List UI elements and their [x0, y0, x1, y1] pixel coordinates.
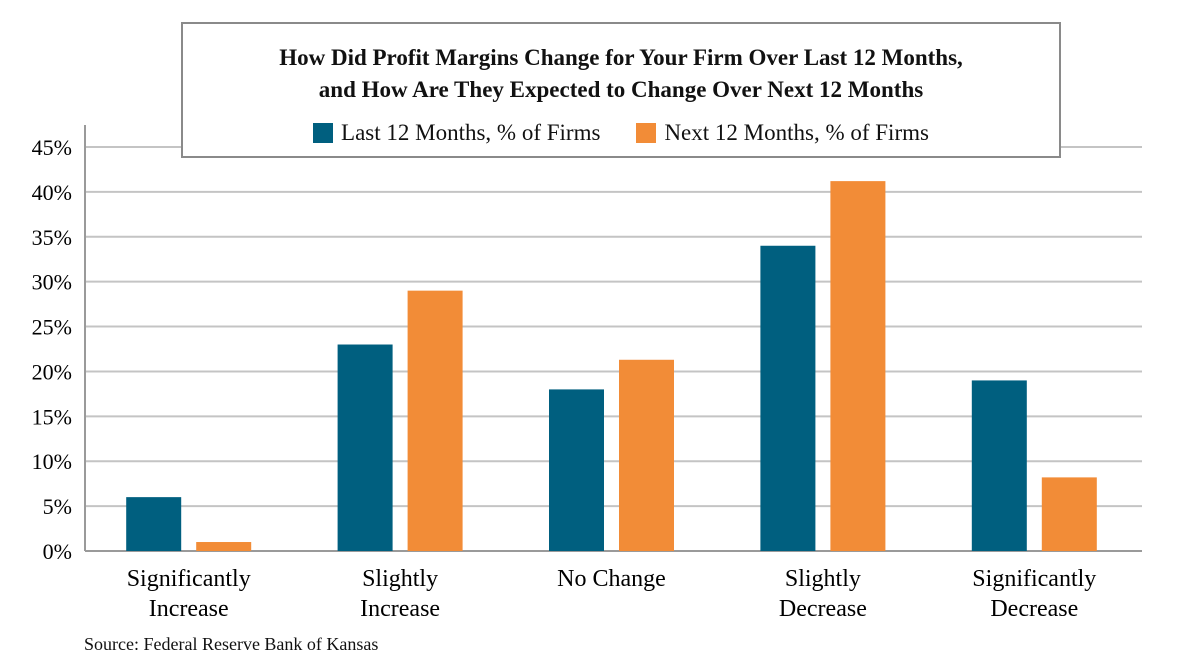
x-tick-label: Significantly [127, 566, 251, 592]
y-tick-label: 15% [32, 404, 72, 429]
x-tick-label: Slightly [785, 566, 861, 592]
y-tick-label: 20% [32, 359, 72, 384]
legend: Last 12 Months, % of Firms Next 12 Month… [183, 118, 1059, 148]
y-tick-label: 45% [32, 135, 72, 160]
legend-swatch-last-12-months [313, 123, 334, 143]
x-tick-label: Decrease [779, 596, 867, 622]
y-tick-label: 40% [32, 180, 72, 205]
bars [126, 181, 1097, 552]
y-tick-label: 10% [32, 449, 72, 474]
legend-label-last-12-months: Last 12 Months, % of Firms [341, 120, 601, 145]
chart-subtitle: and How Are They Expected to Change Over… [318, 77, 924, 102]
y-tick-label: 35% [32, 225, 72, 250]
x-tick-label: Slightly [362, 566, 438, 592]
chart-title-box: How Did Profit Margins Change for Your F… [181, 22, 1061, 158]
chart-title: How Did Profit Margins Change for Your F… [279, 45, 963, 70]
legend-item-next-12-months: Next 12 Months, % of Firms [636, 120, 929, 146]
bar-last-12-months [126, 497, 182, 551]
bar-next-12-months [196, 542, 252, 551]
legend-label-next-12-months: Next 12 Months, % of Firms [664, 120, 929, 145]
y-tick-label: 25% [32, 315, 72, 340]
bar-last-12-months [760, 245, 816, 551]
bar-last-12-months [337, 344, 393, 551]
bar-next-12-months [830, 181, 886, 552]
legend-swatch-next-12-months [636, 123, 657, 143]
bar-next-12-months [619, 359, 674, 551]
x-tick-label: Increase [149, 596, 229, 622]
x-tick-label: Significantly [972, 566, 1096, 592]
y-tick-label: 30% [32, 270, 72, 295]
legend-item-last-12-months: Last 12 Months, % of Firms [313, 120, 600, 146]
source-note: Source: Federal Reserve Bank of Kansas [84, 634, 379, 654]
bar-last-12-months [549, 389, 604, 551]
y-tick-label: 0% [43, 539, 72, 564]
x-tick-label: No Change [557, 566, 666, 592]
x-tick-label: Decrease [990, 596, 1078, 622]
bar-next-12-months [407, 290, 463, 551]
bar-last-12-months [971, 380, 1027, 551]
x-axis: Significantly Increase Slightly Increase No … [127, 566, 1097, 622]
y-tick-label: 5% [43, 494, 72, 519]
x-tick-label: Increase [360, 596, 440, 622]
y-axis: 0% 5% 10% 15% 20% 25% 30% 35% 40% 45% [32, 125, 86, 564]
bar-next-12-months [1041, 477, 1097, 551]
